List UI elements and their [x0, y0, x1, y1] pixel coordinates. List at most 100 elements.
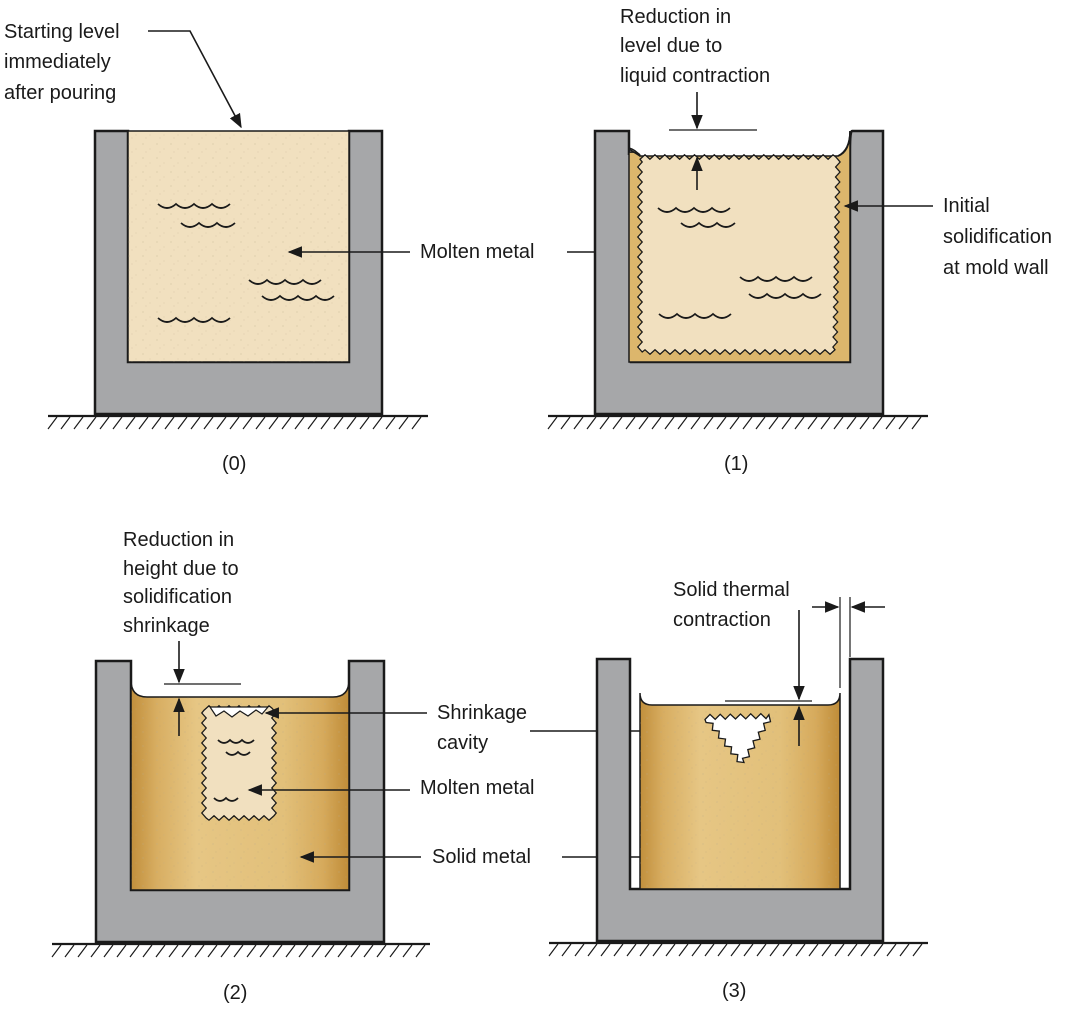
ground-hatch-mark	[678, 943, 689, 957]
ground-hatch-mark	[415, 944, 426, 958]
wave-mark	[748, 292, 822, 299]
svg-text:at mold wall: at mold wall	[943, 257, 1049, 279]
ground-hatch-mark	[337, 944, 348, 958]
ground-hatch-mark	[281, 416, 292, 430]
ground-hatch-mark	[64, 944, 75, 958]
ground-hatch-mark	[755, 416, 766, 430]
starting-level-leader	[148, 30, 242, 129]
ground-hatch-mark	[385, 416, 396, 430]
ground-hatch-mark	[51, 944, 62, 958]
molten-metal-core-2	[200, 704, 278, 822]
ground-hatch-mark	[574, 943, 585, 957]
ground-hatch-mark	[769, 943, 780, 957]
ground-hatch-mark	[298, 944, 309, 958]
ground-hatch-mark	[164, 416, 175, 430]
ground-hatch-mark	[90, 944, 101, 958]
ground-hatch-mark	[730, 943, 741, 957]
ground-hatch-mark	[677, 416, 688, 430]
molten-metal-fill-1	[636, 153, 841, 356]
ground-hatch-mark	[821, 943, 832, 957]
ground-hatch-mark	[756, 943, 767, 957]
ground-hatch-mark	[795, 943, 806, 957]
ground-hatch-mark	[561, 943, 572, 957]
initial-solidification-label: Initial solidification at mold wall	[943, 195, 1052, 279]
ground-hatch-mark	[664, 416, 675, 430]
ground-hatch-mark	[742, 416, 753, 430]
ground-hatch-mark	[402, 944, 413, 958]
ground-hatch-mark	[599, 416, 610, 430]
ground-hatch-mark	[207, 944, 218, 958]
ground-hatch-mark	[350, 944, 361, 958]
ground-hatch-mark	[294, 416, 305, 430]
ground-hatch-mark	[743, 943, 754, 957]
ground-3	[548, 941, 928, 957]
caption-2: (2)	[223, 982, 247, 1004]
ground-hatch-mark	[651, 416, 662, 430]
svg-text:level due to: level due to	[620, 35, 722, 57]
wave-mark	[739, 275, 813, 282]
ground-hatch-mark	[99, 416, 110, 430]
ground-hatch-mark	[272, 944, 283, 958]
ground-hatch-mark	[112, 416, 123, 430]
ground-hatch-mark	[600, 943, 611, 957]
molten-metal-label-2: Molten metal	[420, 777, 535, 799]
svg-text:contraction: contraction	[673, 609, 771, 631]
ground-hatch-mark	[547, 416, 558, 430]
ground-hatch-mark	[873, 943, 884, 957]
ground-hatch-mark	[820, 416, 831, 430]
wave-mark	[180, 221, 236, 228]
ground-hatch-mark	[155, 944, 166, 958]
ground-hatch-mark	[794, 416, 805, 430]
wave-mark	[217, 738, 255, 744]
caption-3: (3)	[722, 980, 746, 1002]
ground-hatch-mark	[652, 943, 663, 957]
ground-hatch-mark	[47, 416, 58, 430]
wave-mark	[657, 206, 731, 213]
solid-thermal-label: Solid thermal contraction	[673, 579, 790, 631]
reduction-level-label: Reduction in level due to liquid contrac…	[620, 6, 770, 87]
shrinkage-cavity-3	[704, 712, 772, 764]
ground-hatch-mark	[73, 416, 84, 430]
caption-1: (1)	[724, 453, 748, 475]
ground-hatch-mark	[665, 943, 676, 957]
wave-mark	[261, 294, 335, 301]
svg-text:immediately: immediately	[4, 51, 111, 73]
solid-metal-label: Solid metal	[432, 846, 531, 868]
ground-hatch-mark	[808, 943, 819, 957]
ground-hatch-mark	[168, 944, 179, 958]
ground-hatch-mark	[782, 943, 793, 957]
ground-hatch-mark	[898, 416, 909, 430]
ground-hatch-mark	[233, 944, 244, 958]
ground-hatch-mark	[255, 416, 266, 430]
ground-hatch-mark	[333, 416, 344, 430]
ground-hatch-mark	[612, 416, 623, 430]
ground-hatch-mark	[138, 416, 149, 430]
ground-hatch-mark	[846, 416, 857, 430]
ground-hatch-mark	[703, 416, 714, 430]
svg-text:Reduction in: Reduction in	[123, 529, 234, 551]
ground-hatch-mark	[372, 416, 383, 430]
ground-2	[51, 942, 430, 958]
ground-hatch-mark	[86, 416, 97, 430]
ground-hatch-mark	[859, 416, 870, 430]
ground-hatch-mark	[359, 416, 370, 430]
ground-hatch-mark	[834, 943, 845, 957]
ground-hatch-mark	[268, 416, 279, 430]
ground-1	[547, 414, 928, 430]
svg-text:cavity: cavity	[437, 732, 488, 754]
ground-hatch-mark	[847, 943, 858, 957]
panel-1: Reduction in level due to liquid contrac…	[547, 6, 1052, 475]
ground-hatch-mark	[194, 944, 205, 958]
molten-metal-label-0: Molten metal	[420, 241, 535, 263]
wave-mark	[658, 312, 732, 319]
shrinkage-cavity-label: Shrinkage cavity	[437, 702, 527, 754]
ground-hatch-mark	[639, 943, 650, 957]
wave-mark	[680, 221, 736, 228]
ground-hatch-mark	[125, 416, 136, 430]
ground-hatch-mark	[691, 943, 702, 957]
svg-text:Starting level: Starting level	[4, 21, 120, 43]
ground-hatch-mark	[716, 416, 727, 430]
wave-mark	[248, 278, 322, 285]
ground-hatch-mark	[216, 416, 227, 430]
